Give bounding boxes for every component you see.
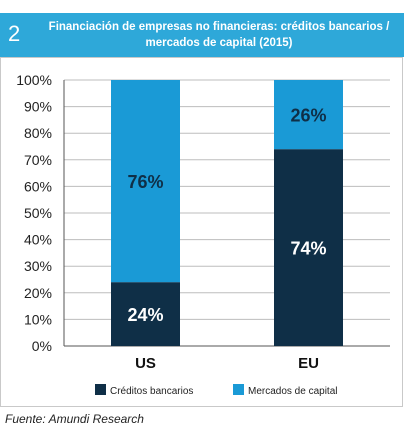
figure-number: 2 xyxy=(8,21,21,46)
data-label: 26% xyxy=(290,106,326,126)
data-label: 24% xyxy=(127,305,163,325)
source-note: Fuente: Amundi Research xyxy=(5,412,144,426)
x-tick-label: US xyxy=(135,355,156,372)
stacked-bar-chart: 0% 10% 20% 30% 40% 50% 60% 70% 80% 90% 100% 24% 76% U… xyxy=(16,72,390,397)
bar-segment xyxy=(274,149,343,346)
bar-segment xyxy=(111,80,180,283)
bar-segment xyxy=(111,282,180,346)
x-tick-label: EU xyxy=(298,355,319,372)
y-tick-label: 40% xyxy=(24,232,52,248)
y-tick-label: 70% xyxy=(24,152,52,168)
y-tick-label: 50% xyxy=(24,205,52,221)
y-tick-label: 100% xyxy=(16,72,52,88)
legend-swatch xyxy=(95,384,106,395)
y-tick-label: 80% xyxy=(24,125,52,141)
chart-title: Financiación de empresas no financieras:… xyxy=(48,21,390,49)
y-tick-label: 90% xyxy=(24,99,52,115)
figure-header: 2 Financiación de empresas no financiera… xyxy=(0,13,404,57)
y-tick-label: 60% xyxy=(24,178,52,194)
y-tick-label: 0% xyxy=(32,338,52,354)
y-tick-label: 30% xyxy=(24,258,52,274)
legend-label: Créditos bancarios xyxy=(110,386,193,397)
data-label: 76% xyxy=(127,172,163,192)
legend-label: Mercados de capital xyxy=(248,386,338,397)
y-tick-label: 20% xyxy=(24,285,52,301)
bar-segment xyxy=(274,80,343,150)
data-label: 74% xyxy=(290,239,326,259)
y-tick-label: 10% xyxy=(24,311,52,327)
legend-swatch xyxy=(233,384,244,395)
